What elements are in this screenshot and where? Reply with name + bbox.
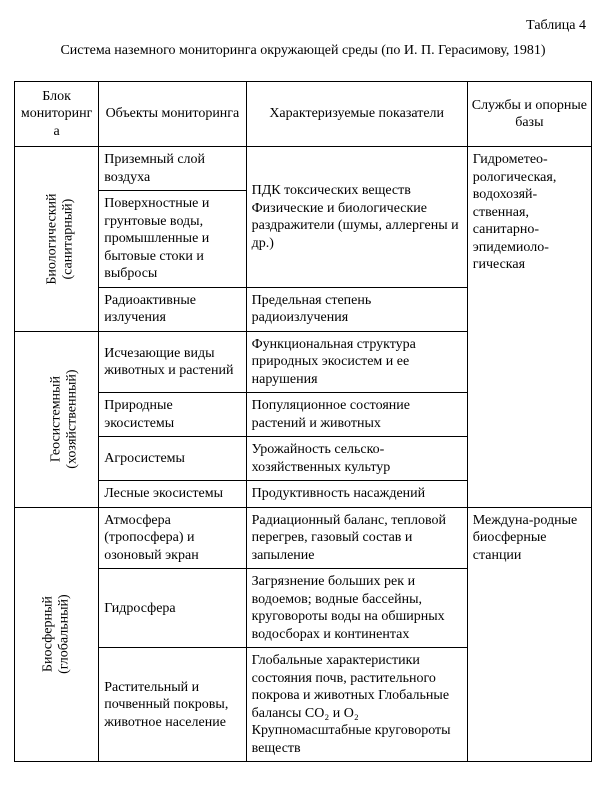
cell-object: Атмосфера (тропосфера) и озоновый экран [99,507,246,569]
cell-indicator: ПДК токсических веществ Физические и био… [246,147,467,288]
block-label-geosystem: Геосистемный(хозяйственный) [49,370,81,469]
cell-indicator: Популяционное состояние растений и живот… [246,393,467,437]
cell-indicator: Радиационный баланс, тепловой перегрев, … [246,507,467,569]
table-header-row: Блок мониторинга Объекты мониторинга Хар… [15,81,592,147]
cell-object: Приземный слой воздуха [99,147,246,191]
block-label-biological: Биологический(санитарный) [44,193,76,284]
monitoring-table: Блок мониторинга Объекты мониторинга Хар… [14,81,592,763]
cell-object: Гидросфера [99,569,246,648]
header-indicators: Характеризуемые показатели [246,81,467,147]
block-cell-geosystem: Геосистемный(хозяйственный) [15,331,99,507]
table-row: Биологический(санитарный) Приземный слой… [15,147,592,191]
cell-indicator: Глобальные характеристики состояния почв… [246,648,467,762]
cell-object: Радиоактивные излучения [99,287,246,331]
cell-indicator: Загрязнение больших рек и водоемов; водн… [246,569,467,648]
cell-indicator: Урожайность сельско-хозяйственных культу… [246,437,467,481]
cell-services-2: Междуна-родные биосферные станции [467,507,591,762]
cell-indicator: Предельная степень радиоизлучения [246,287,467,331]
cell-object: Лесные экосистемы [99,481,246,508]
cell-indicator: Продуктивность насаждений [246,481,467,508]
block-cell-biological: Биологический(санитарный) [15,147,99,332]
cell-object: Природные экосистемы [99,393,246,437]
header-objects: Объекты мониторинга [99,81,246,147]
header-services: Службы и опорные базы [467,81,591,147]
block-label-biosphere: Биосферный(глобальный) [41,595,73,675]
cell-object: Поверхностные и грунтовые воды, промышле… [99,191,246,288]
table-row: Биосферный(глобальный) Атмосфера (тропос… [15,507,592,569]
table-number: Таблица 4 [14,18,586,34]
header-block: Блок мониторинга [15,81,99,147]
cell-services-1: Гидрометео-рологическая, водохозяй-ствен… [467,147,591,508]
table-caption: Система наземного мониторинга окружающей… [14,42,592,61]
block-cell-biosphere: Биосферный(глобальный) [15,507,99,762]
cell-object: Агросистемы [99,437,246,481]
cell-object: Исчезающие виды животных и растений [99,331,246,393]
cell-indicator: Функциональная структура природных экоси… [246,331,467,393]
cell-object: Растительный и почвенный покровы, животн… [99,648,246,762]
